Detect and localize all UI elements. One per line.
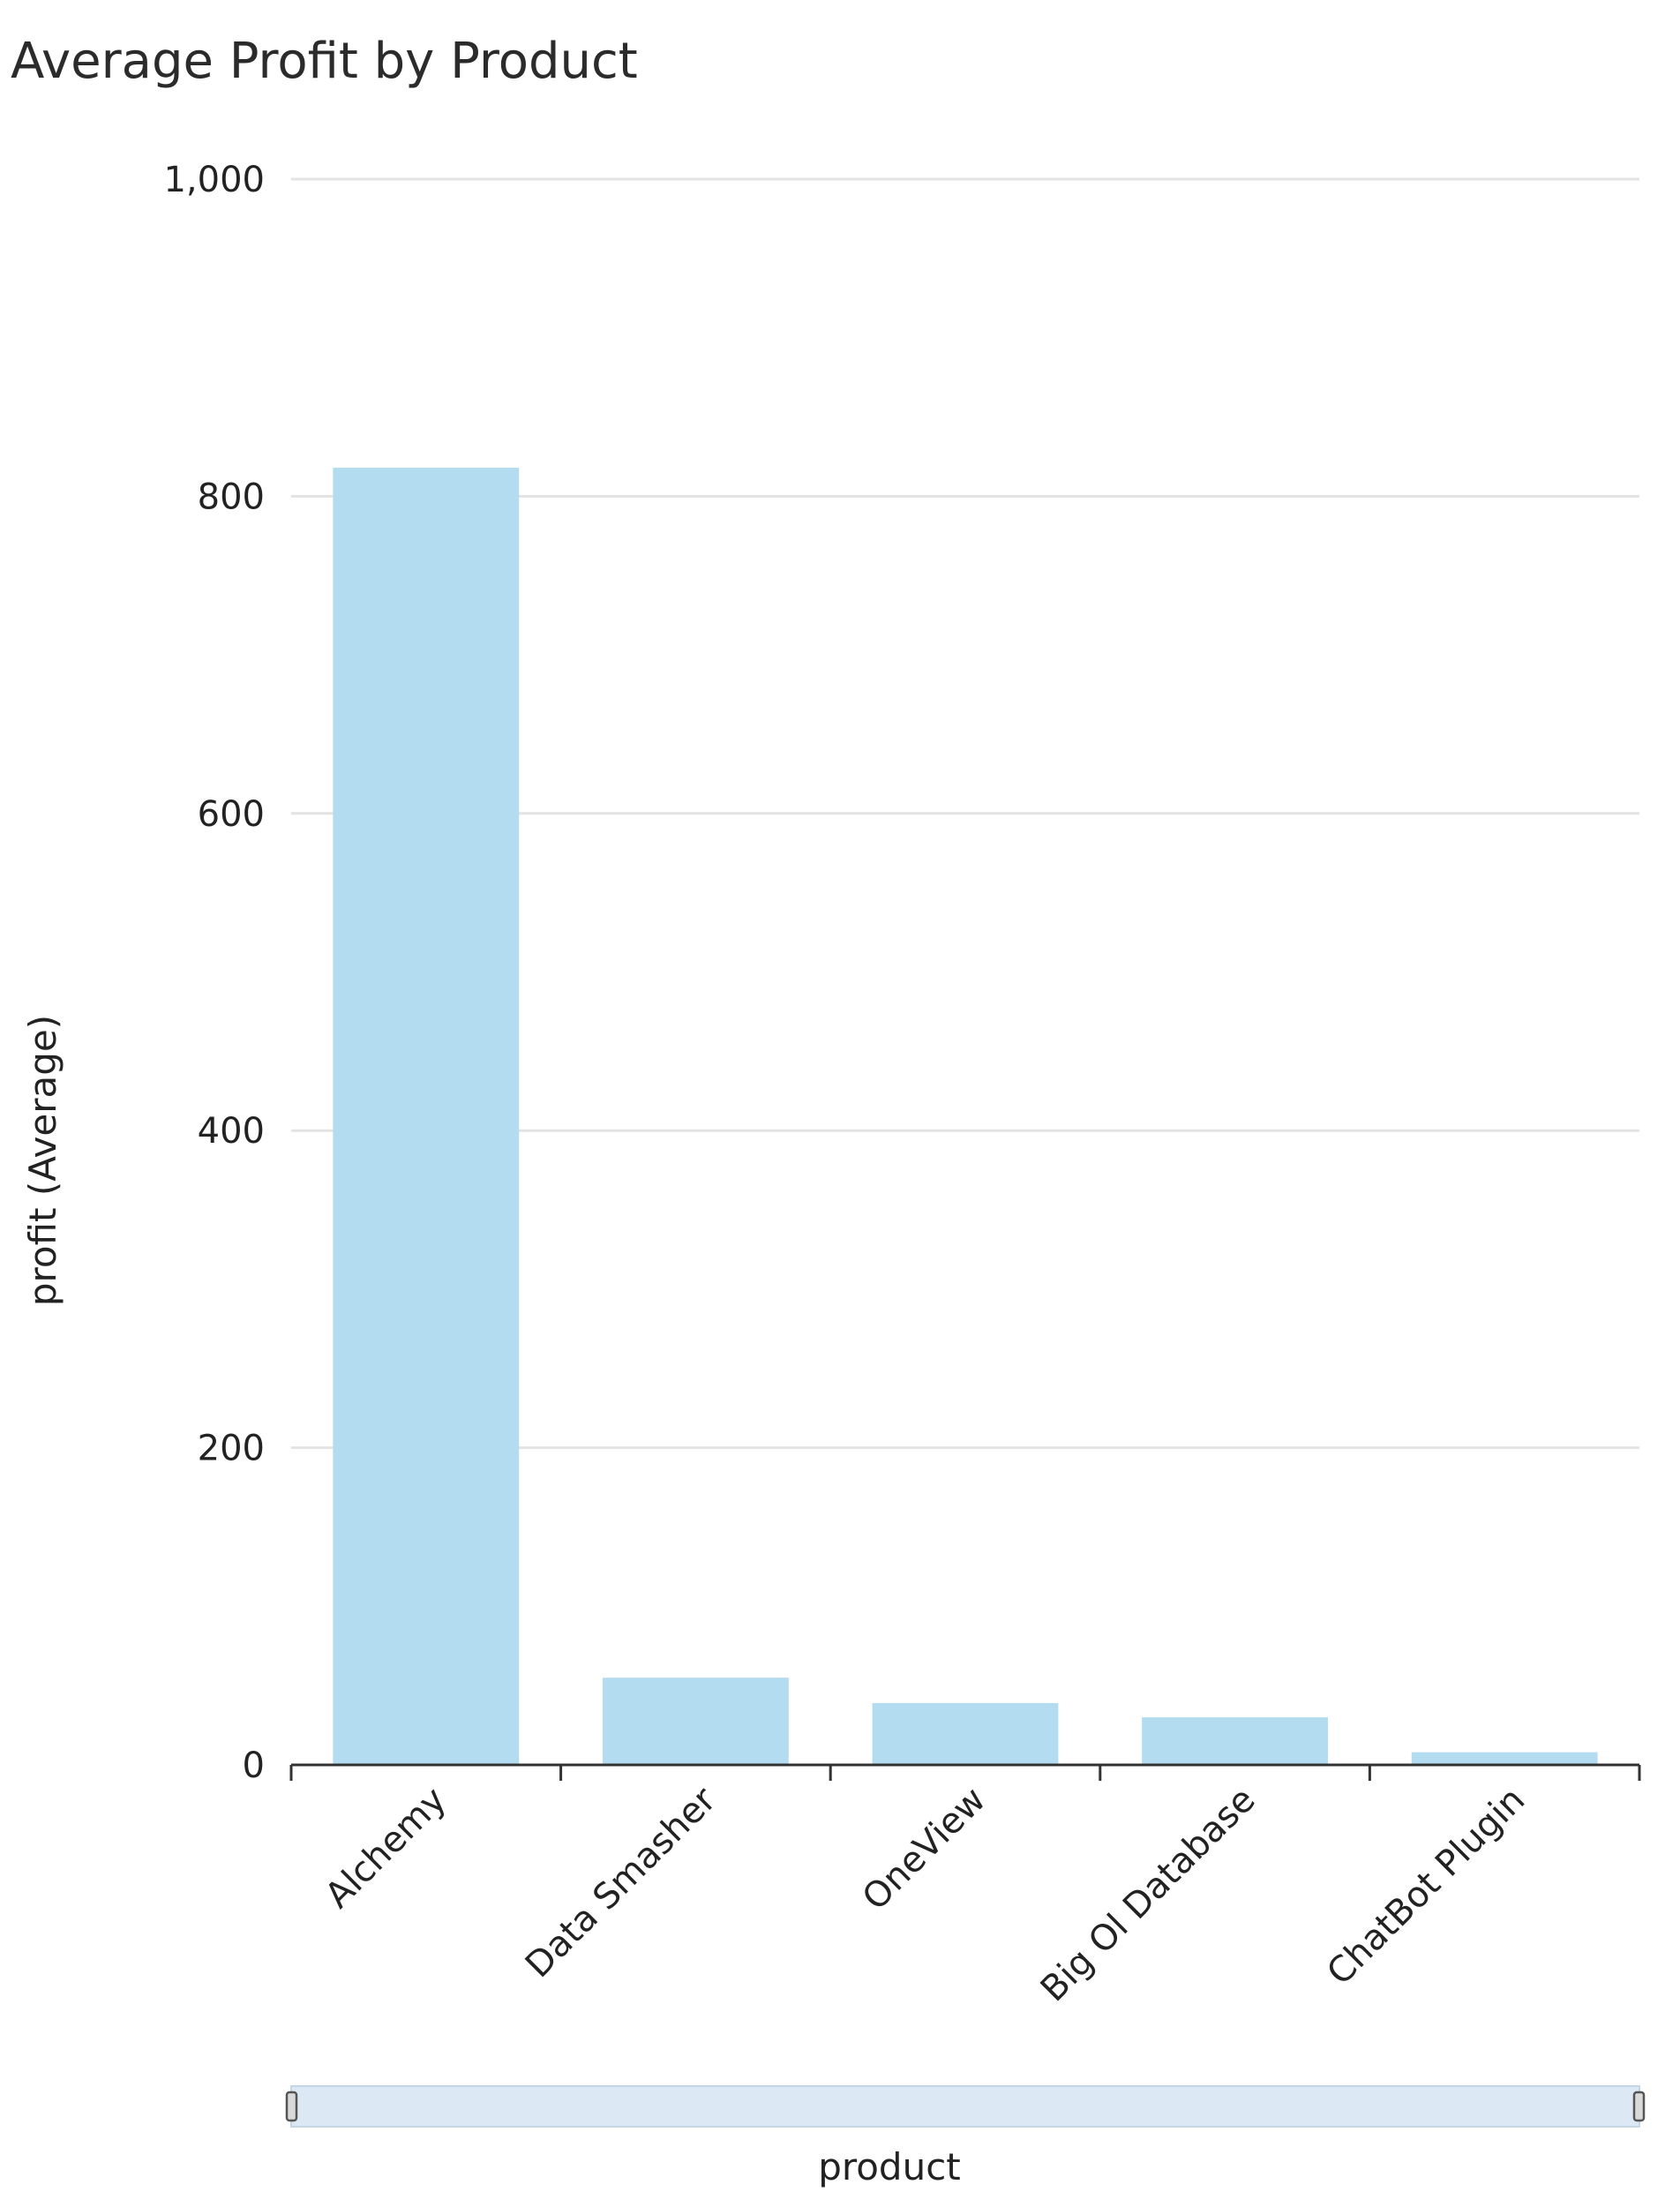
bar[interactable] — [872, 1702, 1059, 1765]
scrollbar-track[interactable] — [290, 2085, 1640, 2128]
x-tick-labels: Alchemy Data Smasher OneView Big Ol Databas… — [318, 1779, 1533, 2009]
y-tick-label: 0 — [243, 1745, 265, 1786]
y-tick-labels: 0 200 400 600 800 1,000 — [163, 160, 265, 1786]
y-tick-label: 800 — [198, 477, 265, 517]
bar[interactable] — [1411, 1752, 1598, 1765]
x-axis-title: product — [818, 2145, 961, 2188]
scrollbar-left-handle[interactable] — [285, 2091, 298, 2122]
x-tick-label: Data Smasher — [518, 1779, 724, 1986]
bars — [333, 468, 1598, 1766]
x-tick-label: OneView — [855, 1780, 994, 1918]
y-tick-label: 600 — [198, 794, 265, 835]
x-tick-label: Alchemy — [318, 1780, 454, 1917]
y-tick-label: 400 — [198, 1111, 265, 1152]
bar[interactable] — [1142, 1717, 1329, 1765]
range-scrollbar[interactable] — [285, 2085, 1646, 2128]
chart-title: Average Profit by Product — [11, 33, 638, 90]
axes — [289, 1763, 1641, 1781]
bar[interactable] — [602, 1678, 789, 1765]
scrollbar-right-handle[interactable] — [1632, 2091, 1646, 2122]
y-tick-label: 200 — [198, 1429, 265, 1469]
x-tick-label: ChatBot Plugin — [1319, 1780, 1533, 1993]
x-tick-label: Big Ol Database — [1033, 1780, 1264, 2010]
y-tick-label: 1,000 — [163, 160, 265, 200]
bar[interactable] — [333, 468, 520, 1766]
y-axis-title: profit (Average) — [21, 1015, 64, 1306]
